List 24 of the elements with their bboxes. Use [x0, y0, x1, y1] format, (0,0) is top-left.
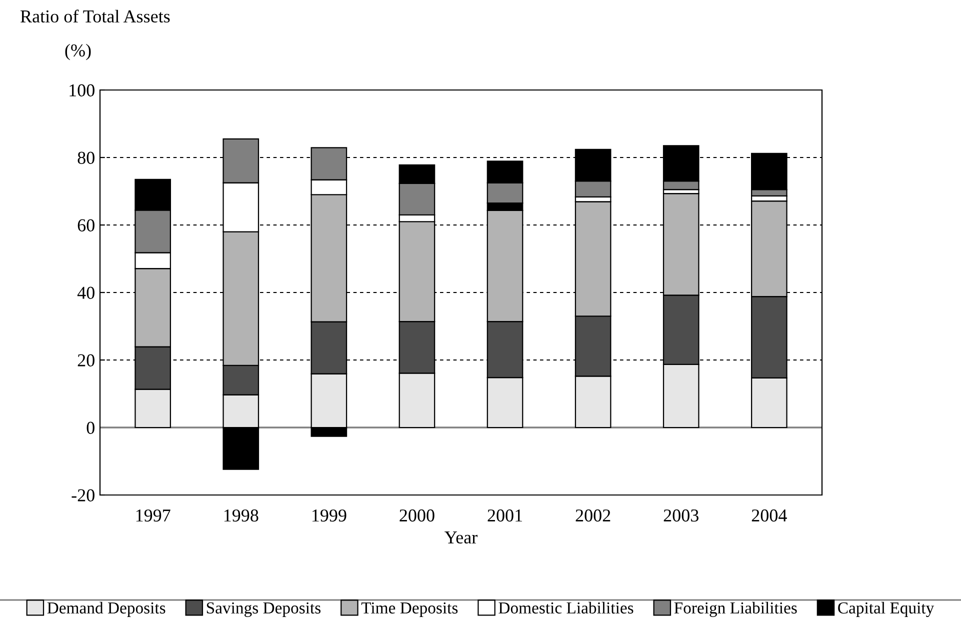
- y-tick-label: -20: [72, 489, 94, 502]
- legend-label: Savings Deposits: [206, 602, 320, 617]
- legend-label: Domestic Liabilities: [498, 602, 634, 614]
- x-tick-label: 1998: [224, 509, 258, 522]
- x-tick-label: 2004: [752, 509, 787, 522]
- x-tick-label: 2001: [488, 509, 522, 522]
- legend-label: Capital Equity: [838, 602, 934, 617]
- x-tick-label: 2000: [400, 509, 434, 522]
- y-tick-label: 20: [78, 354, 94, 366]
- y-tick-label: 80: [78, 152, 94, 164]
- y-tick-label: 40: [77, 286, 94, 299]
- legend-label: Foreign Liabilities: [674, 602, 797, 617]
- y-tick-label: 0: [86, 422, 94, 434]
- x-tick-label: 1999: [312, 509, 346, 522]
- legend-label: Demand Deposits: [47, 602, 166, 617]
- x-tick-label: 2003: [664, 509, 698, 522]
- x-axis-title: Year: [444, 532, 478, 544]
- y-axis-title: Ratio of Total Assets: [20, 10, 170, 23]
- text: (%): [65, 44, 91, 60]
- y-tick-label: 60: [78, 219, 94, 232]
- legend-label: Time Deposits: [361, 602, 458, 617]
- y-tick-label: 100: [70, 84, 94, 96]
- x-tick-label: 2002: [576, 509, 610, 522]
- x-tick-label: 1997: [136, 509, 170, 522]
